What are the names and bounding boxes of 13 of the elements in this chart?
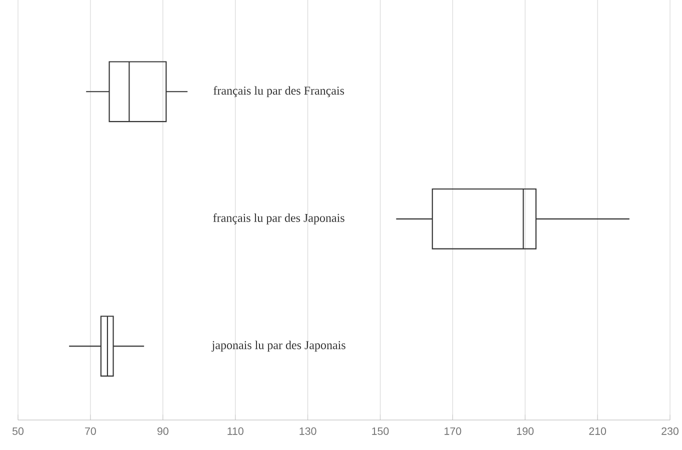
x-tick-label: 50 [12,427,24,435]
y-tick-label: français lu par des Français [214,86,344,98]
x-tick-label: 170 [444,427,462,435]
x-tick-label: 90 [157,427,168,435]
y-tick-label: japonais lu par des Japonais [211,340,346,352]
x-tick-label: 130 [300,427,316,435]
x-tick-label: 230 [662,427,678,435]
y-tick-label: français lu par des Japonais [213,213,344,224]
x-tick-label: 110 [228,427,244,435]
x-tick-label: 70 [85,427,96,435]
x-tick-label: 210 [589,427,606,435]
x-tick-label: 190 [517,427,534,435]
x-tick-label: 150 [372,427,389,435]
